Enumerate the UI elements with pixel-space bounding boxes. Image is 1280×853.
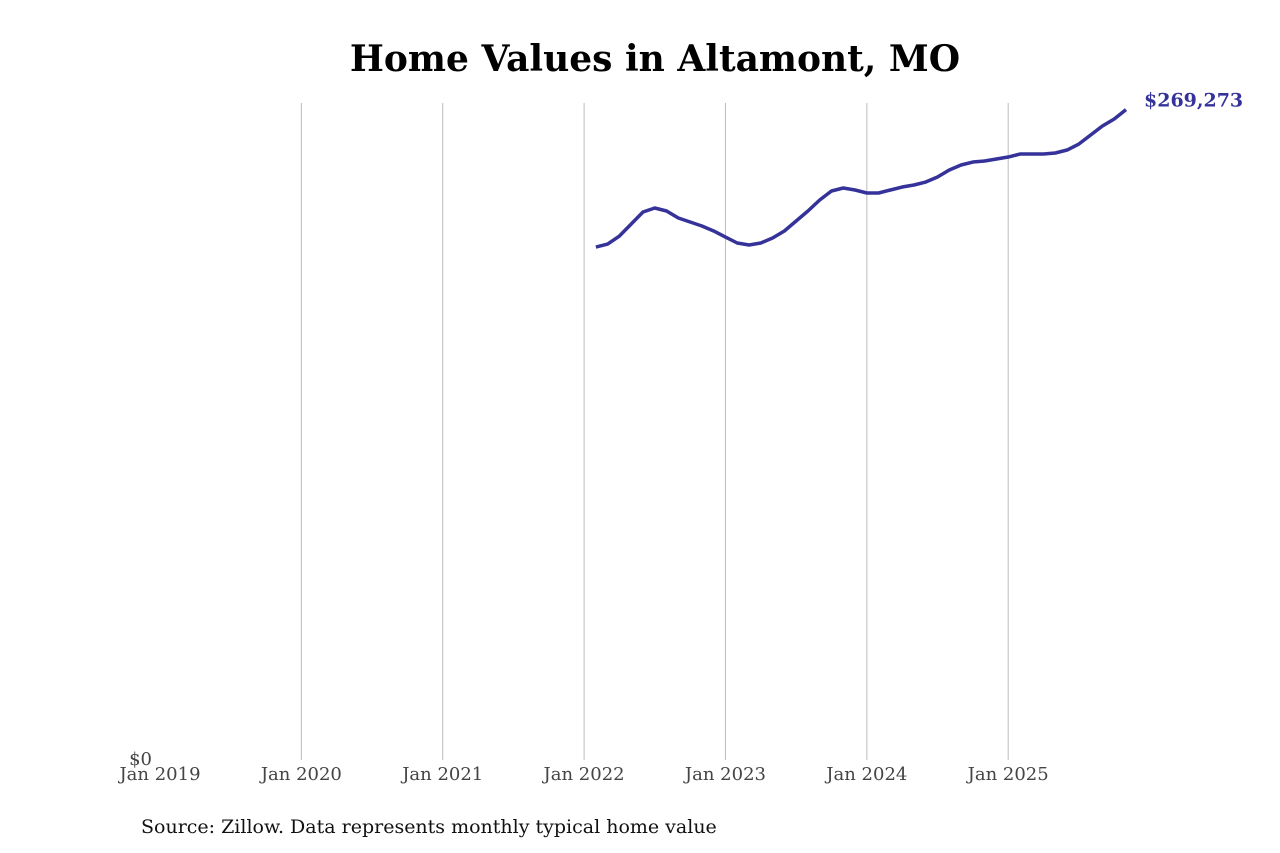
x-tick-label: Jan 2024 (824, 764, 907, 785)
x-tick-label: Jan 2025 (966, 764, 1049, 785)
x-tick-label: Jan 2019 (117, 764, 200, 785)
x-tick-label: Jan 2021 (400, 764, 483, 785)
x-tick-label: Jan 2022 (542, 764, 625, 785)
x-tick-label: Jan 2020 (259, 764, 342, 785)
value-label: $269,273 (1144, 90, 1243, 112)
x-tick-label: Jan 2023 (683, 764, 766, 785)
chart-title: Home Values in Altamont, MO (350, 38, 960, 80)
source-note: Source: Zillow. Data represents monthly … (141, 816, 717, 838)
line-series (595, 108, 1128, 249)
y-tick-label: $0 (129, 749, 152, 770)
